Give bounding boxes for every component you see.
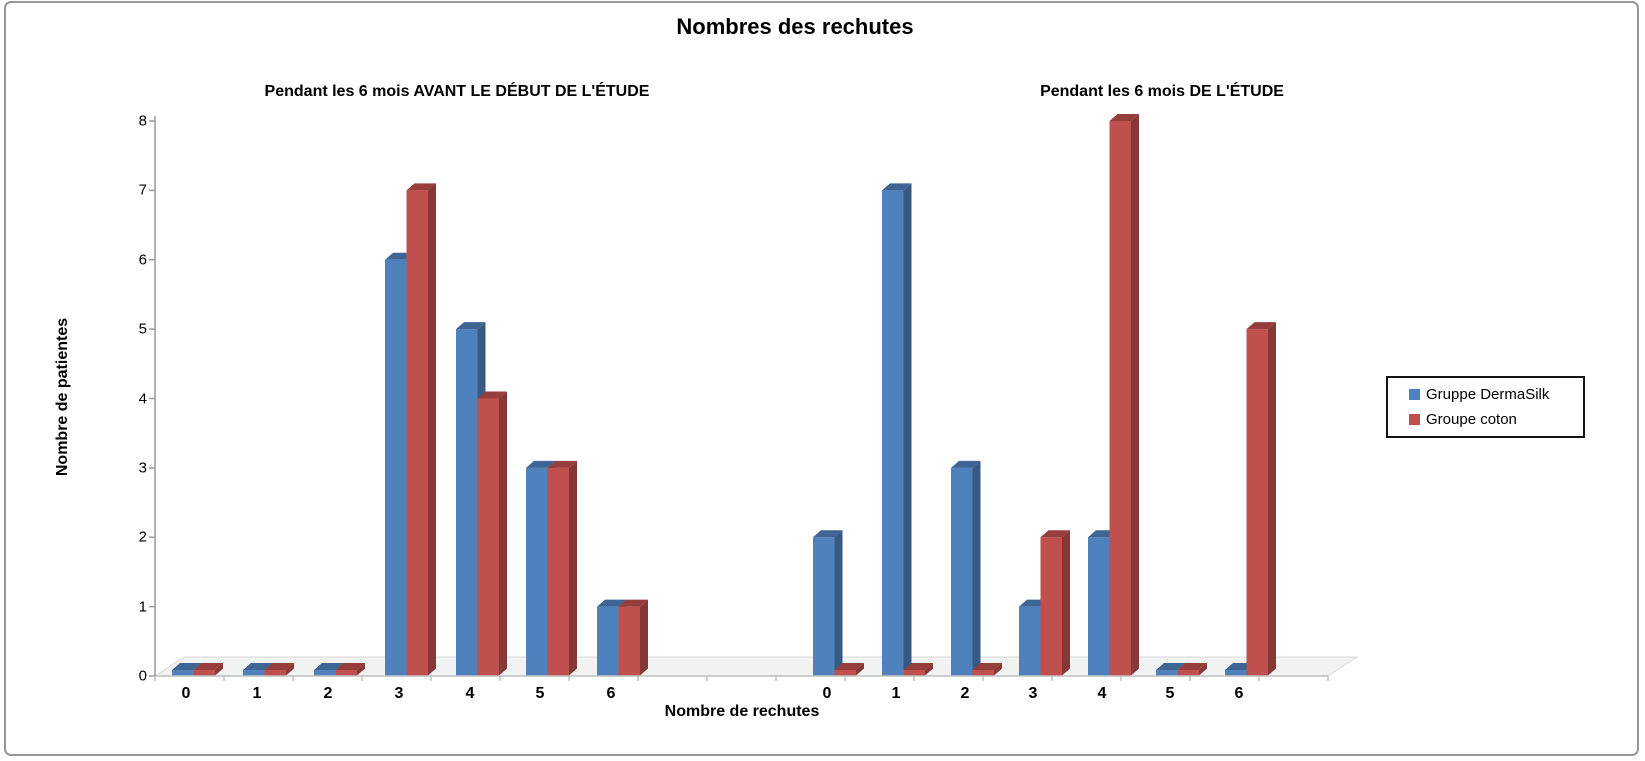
bar-group2-cat4-series2 bbox=[1109, 114, 1139, 676]
x-tick-label-group2-2: 2 bbox=[960, 685, 970, 702]
bar-group1-cat2-series2 bbox=[335, 663, 365, 676]
x-tick-label-group2-1: 1 bbox=[891, 685, 901, 702]
y-tick-label-2: 2 bbox=[138, 528, 147, 546]
subtitle-during-study: Pendant les 6 mois DE L'ÉTUDE bbox=[1040, 83, 1284, 100]
x-tick-label-group1-2: 2 bbox=[323, 685, 333, 702]
x-axis-title: Nombre de rechutes bbox=[664, 703, 820, 720]
x-tick-label-group2-4: 4 bbox=[1097, 685, 1107, 702]
x-tick-label-group2-3: 3 bbox=[1028, 685, 1038, 702]
bar-group1-cat0-series2 bbox=[193, 663, 223, 676]
bar-group1-cat6-series2 bbox=[618, 599, 648, 676]
bar-group1-cat3-series2 bbox=[406, 183, 436, 676]
bar-group2-cat3-series2 bbox=[1040, 530, 1070, 676]
legend-label-dermasilk: Gruppe DermaSilk bbox=[1426, 386, 1550, 403]
y-tick-label-3: 3 bbox=[138, 459, 147, 477]
y-tick-label-4: 4 bbox=[138, 390, 147, 407]
bar-group1-cat1-series2 bbox=[264, 663, 294, 676]
x-tick-label-group2-6: 6 bbox=[1234, 685, 1244, 702]
bar-group2-cat2-series2 bbox=[972, 663, 1002, 676]
y-axis-title: Nombre de patientes bbox=[54, 317, 71, 477]
bar-group1-cat5-series2 bbox=[547, 460, 577, 676]
bar-group2-cat0-series2 bbox=[834, 663, 864, 676]
legend-swatch-coton-icon bbox=[1409, 414, 1420, 425]
legend: Gruppe DermaSilk Groupe coton bbox=[1386, 376, 1585, 438]
bar-group2-cat6-series2 bbox=[1246, 322, 1276, 676]
y-tick-label-0: 0 bbox=[138, 667, 147, 685]
bar-group2-cat5-series2 bbox=[1177, 663, 1207, 676]
x-tick-label-group1-4: 4 bbox=[465, 685, 475, 702]
legend-item-dermasilk: Gruppe DermaSilk bbox=[1409, 386, 1583, 403]
bar-group2-cat2-series1 bbox=[951, 460, 981, 676]
x-tick-label-group2-0: 0 bbox=[822, 685, 832, 702]
chart-title: Nombres des rechutes bbox=[676, 14, 914, 39]
legend-swatch-dermasilk-icon bbox=[1409, 389, 1420, 400]
y-tick-label-7: 7 bbox=[138, 181, 147, 199]
y-tick-label-6: 6 bbox=[138, 251, 147, 269]
bar-group2-cat1-series1 bbox=[882, 183, 912, 676]
bar-group2-cat0-series1 bbox=[813, 530, 843, 676]
bar-group2-cat1-series2 bbox=[903, 663, 933, 676]
subtitle-before-study: Pendant les 6 mois AVANT LE DÉBUT DE L'É… bbox=[264, 83, 650, 100]
x-tick-label-group1-3: 3 bbox=[394, 685, 404, 702]
y-tick-label-1: 1 bbox=[138, 598, 147, 616]
legend-item-coton: Groupe coton bbox=[1409, 411, 1583, 428]
y-tick-label-5: 5 bbox=[138, 320, 147, 338]
x-tick-label-group1-6: 6 bbox=[606, 685, 616, 702]
x-tick-label-group2-5: 5 bbox=[1165, 685, 1175, 702]
x-tick-label-group1-0: 0 bbox=[181, 685, 191, 702]
x-tick-label-group1-1: 1 bbox=[252, 685, 262, 702]
y-tick-label-8: 8 bbox=[138, 112, 147, 130]
x-tick-label-group1-5: 5 bbox=[535, 685, 545, 702]
bar-group1-cat4-series2 bbox=[477, 391, 507, 676]
legend-label-coton: Groupe coton bbox=[1426, 411, 1517, 428]
